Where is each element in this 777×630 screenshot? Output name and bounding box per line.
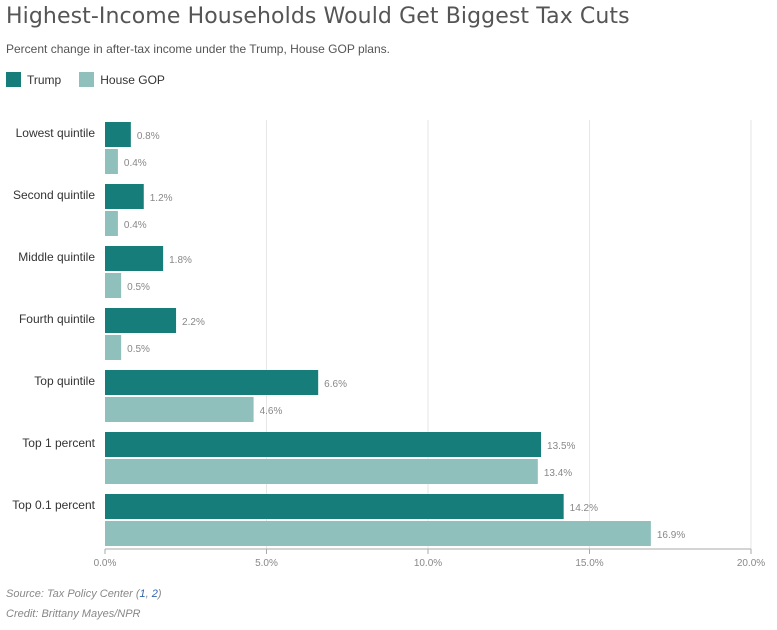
data-label: 0.5%	[127, 282, 150, 293]
legend-item-trump: Trump	[6, 72, 61, 87]
category-label: Second quintile	[13, 188, 95, 202]
data-label: 4.6%	[260, 406, 283, 417]
data-label: 6.6%	[324, 379, 347, 390]
data-label: 16.9%	[657, 530, 685, 541]
x-tick-label: 20.0%	[737, 558, 765, 569]
legend-item-house-gop: House GOP	[79, 72, 165, 87]
bar-house-gop	[105, 335, 122, 360]
bar-trump	[105, 432, 542, 457]
category-label: Lowest quintile	[16, 126, 96, 140]
category-label: Middle quintile	[18, 250, 95, 264]
bar-trump	[105, 370, 319, 395]
bar-house-gop	[105, 397, 254, 422]
source-separator: ,	[145, 588, 152, 600]
x-tick-label: 0.0%	[94, 558, 117, 569]
bar-house-gop	[105, 521, 651, 546]
credit-note: Credit: Brittany Mayes/NPR	[6, 608, 141, 620]
legend-swatch-trump	[6, 72, 21, 87]
data-label: 1.8%	[169, 255, 192, 266]
chart-legend: Trump House GOP	[6, 72, 175, 87]
bar-trump	[105, 122, 131, 147]
x-tick-label: 10.0%	[414, 558, 442, 569]
data-label: 0.4%	[124, 220, 147, 231]
source-link-1[interactable]: 1	[139, 588, 146, 600]
bar-house-gop	[105, 459, 538, 484]
category-label: Top quintile	[34, 374, 95, 388]
data-label: 2.2%	[182, 317, 205, 328]
data-label: 13.5%	[547, 441, 575, 452]
source-note: Source: Tax Policy Center (1, 2)	[6, 588, 162, 600]
data-label: 13.4%	[544, 468, 572, 479]
legend-label-house-gop: House GOP	[100, 72, 165, 87]
x-tick-label: 5.0%	[255, 558, 278, 569]
bar-trump	[105, 184, 144, 209]
source-prefix: Source: Tax Policy Center (	[6, 588, 140, 600]
data-label: 0.5%	[127, 344, 150, 355]
chart-subtitle: Percent change in after-tax income under…	[6, 42, 390, 56]
bar-house-gop	[105, 149, 118, 174]
x-tick-label: 15.0%	[575, 558, 603, 569]
legend-swatch-house-gop	[79, 72, 95, 87]
data-label: 14.2%	[570, 503, 598, 514]
bar-trump	[105, 308, 177, 333]
bar-house-gop	[105, 273, 122, 298]
data-label: 0.8%	[137, 131, 160, 142]
legend-label-trump: Trump	[27, 72, 62, 87]
chart-title: Highest-Income Households Would Get Bigg…	[6, 4, 630, 29]
data-label: 1.2%	[150, 193, 173, 204]
source-link-2[interactable]: 2	[151, 588, 158, 600]
category-label: Top 1 percent	[22, 436, 95, 450]
category-label: Top 0.1 percent	[12, 498, 95, 512]
category-label: Fourth quintile	[19, 312, 95, 326]
source-suffix: )	[157, 588, 162, 600]
data-label: 0.4%	[124, 158, 147, 169]
bar-house-gop	[105, 211, 118, 236]
bar-trump	[105, 246, 164, 271]
bar-chart: 0.0% 5.0% 10.0% 15.0% 20.0% Lowest quintile 0.…	[12, 120, 765, 569]
bar-trump	[105, 494, 564, 519]
